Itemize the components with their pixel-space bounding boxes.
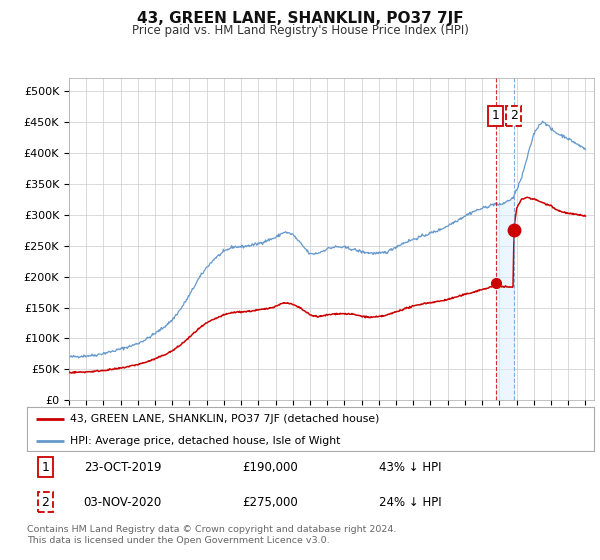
- Text: £190,000: £190,000: [242, 461, 298, 474]
- Text: 43% ↓ HPI: 43% ↓ HPI: [379, 461, 441, 474]
- Text: 2: 2: [510, 109, 518, 122]
- Text: 2: 2: [41, 496, 49, 509]
- Text: 23-OCT-2019: 23-OCT-2019: [84, 461, 161, 474]
- Text: 03-NOV-2020: 03-NOV-2020: [84, 496, 162, 509]
- Text: HPI: Average price, detached house, Isle of Wight: HPI: Average price, detached house, Isle…: [70, 436, 340, 446]
- Text: £275,000: £275,000: [242, 496, 298, 509]
- Text: Price paid vs. HM Land Registry's House Price Index (HPI): Price paid vs. HM Land Registry's House …: [131, 24, 469, 37]
- Text: 43, GREEN LANE, SHANKLIN, PO37 7JF (detached house): 43, GREEN LANE, SHANKLIN, PO37 7JF (deta…: [70, 414, 379, 424]
- Text: 24% ↓ HPI: 24% ↓ HPI: [379, 496, 441, 509]
- Text: 43, GREEN LANE, SHANKLIN, PO37 7JF: 43, GREEN LANE, SHANKLIN, PO37 7JF: [137, 11, 463, 26]
- Text: Contains HM Land Registry data © Crown copyright and database right 2024.
This d: Contains HM Land Registry data © Crown c…: [27, 525, 397, 545]
- Text: 1: 1: [492, 109, 500, 122]
- Text: 1: 1: [41, 461, 49, 474]
